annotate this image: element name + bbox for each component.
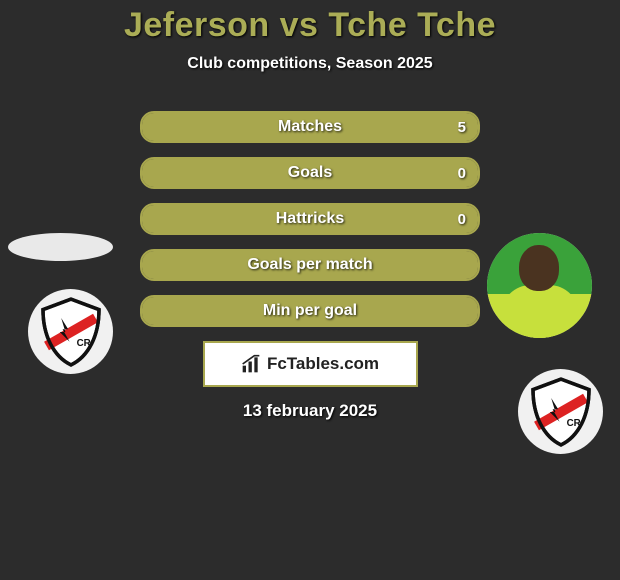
stat-row: Matches5 [140,111,480,143]
stat-label: Goals per match [142,251,478,279]
comparison-card: Jeferson vs Tche Tche Club competitions,… [0,0,620,421]
player-left-avatar [8,233,113,261]
stat-value-right: 0 [458,159,466,187]
player-right-team-badge: CR [518,369,603,454]
stat-row: Goals per match [140,249,480,281]
svg-text:CR: CR [76,338,90,349]
stats-area: CR CR Matches5Goals0Hattricks0Goals per … [0,111,620,327]
svg-text:CR: CR [566,418,580,429]
bar-chart-icon [241,354,261,374]
page-title: Jeferson vs Tche Tche [0,6,620,45]
vasco-crest-icon: CR [36,297,106,367]
player-left-team-badge: CR [28,289,113,374]
stat-label: Hattricks [142,205,478,233]
vasco-crest-icon: CR [526,377,596,447]
brand-box[interactable]: FcTables.com [203,341,418,387]
stat-label: Matches [142,113,478,141]
stat-value-right: 5 [458,113,466,141]
brand-name: FcTables.com [267,354,379,374]
stat-row: Hattricks0 [140,203,480,235]
player-right-photo [487,233,592,338]
stat-row: Goals0 [140,157,480,189]
stat-value-right: 0 [458,205,466,233]
stat-label: Goals [142,159,478,187]
page-subtitle: Club competitions, Season 2025 [0,55,620,73]
player-right-avatar [487,233,592,338]
stat-row: Min per goal [140,295,480,327]
stat-label: Min per goal [142,297,478,325]
